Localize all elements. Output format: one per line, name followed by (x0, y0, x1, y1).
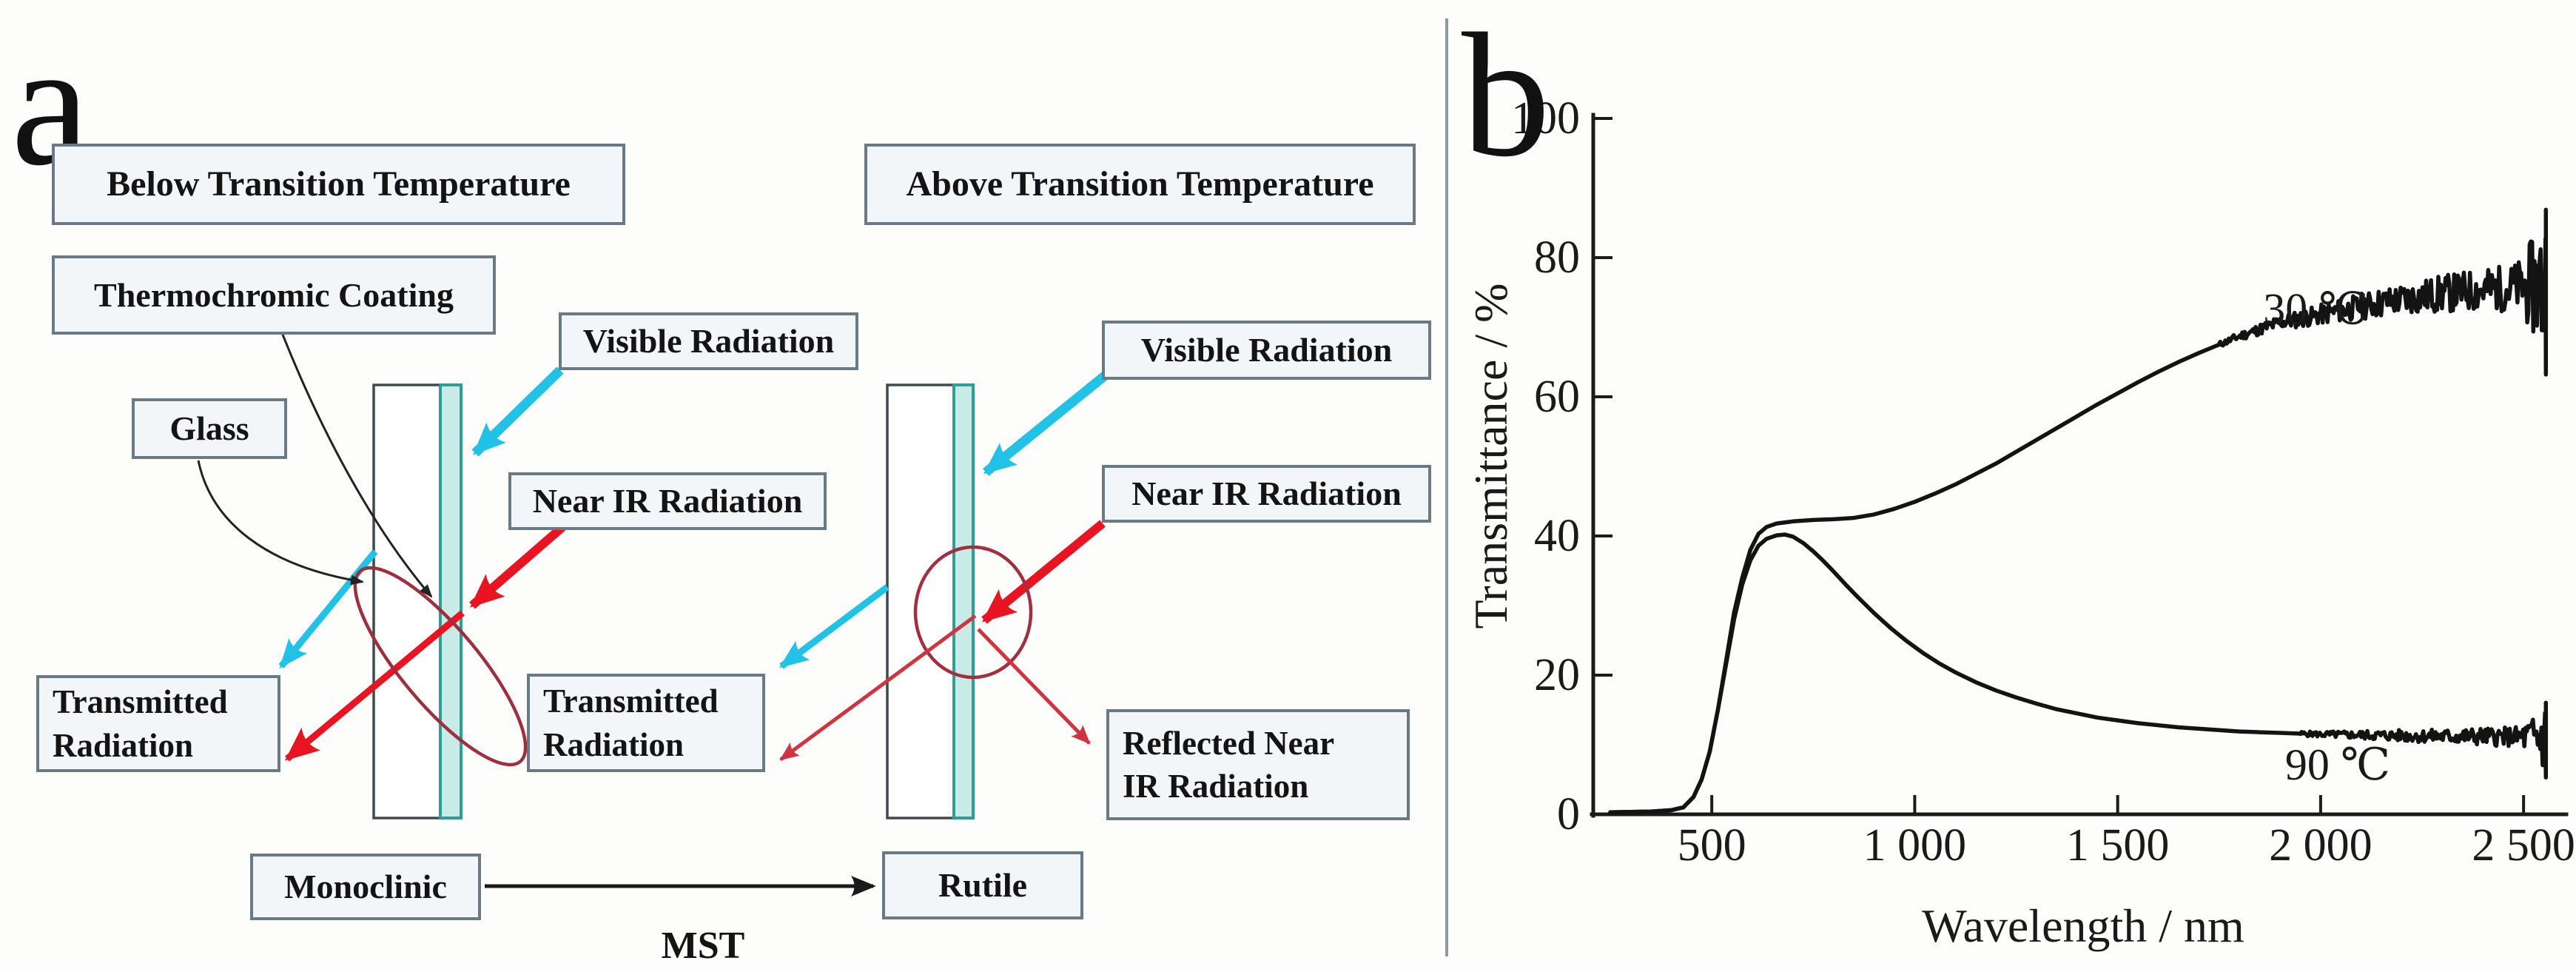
rutile-box: Rutile (882, 851, 1083, 919)
coating-pointer-curve-icon (281, 334, 433, 598)
glass-box: Glass (132, 398, 287, 459)
curve-label-90c: 90 ℃ (2285, 740, 2390, 789)
x-tick-label: 2 000 (2269, 820, 2372, 871)
curve-label-30c: 30 ℃ (2263, 284, 2368, 333)
near-ir-arrow-left-icon (469, 523, 565, 609)
reflected-ir-arrow-right-icon (977, 628, 1091, 745)
transmitted-radiation-box-left: Transmitted Radiation (36, 675, 280, 772)
above-transition-temperature-box: Above Transition Temperature (864, 144, 1416, 225)
y-tick-label: 100 (1511, 93, 1580, 144)
reflected-near-ir-radiation-box: Reflected Near IR Radiation (1106, 709, 1410, 820)
thermochromic-coating-box: Thermochromic Coating (52, 255, 496, 335)
near-ir-arrow-right-icon (981, 520, 1106, 624)
transmittance-curve-30c (1608, 207, 2549, 814)
y-tick-label: 40 (1534, 511, 1580, 561)
visible-radiation-arrow-left-icon (471, 366, 564, 457)
y-tick-label: 60 (1534, 372, 1580, 422)
y-tick-label: 0 (1557, 789, 1580, 839)
transmittance-chart: 0 20 40 60 80 100 500 1 000 1 500 2 000 2 500 Trans… (1464, 93, 2575, 952)
near-ir-radiation-box-right: Near IR Radiation (1102, 465, 1431, 523)
x-tick-label: 2 500 (2472, 820, 2575, 871)
near-ir-radiation-box-left: Near IR Radiation (508, 472, 827, 530)
x-tick-label: 1 500 (2066, 820, 2170, 871)
monoclinic-box: Monoclinic (250, 854, 481, 920)
x-tick-label: 1 000 (1863, 820, 1967, 871)
x-axis-title: Wavelength / nm (1922, 899, 2244, 952)
visible-radiation-box-right: Visible Radiation (1102, 321, 1431, 380)
transmitted-ir-arrow-left-icon (284, 610, 465, 762)
y-axis-title: Transmittance / % (1464, 284, 1517, 629)
transmitted-visible-arrow-right-icon (778, 584, 890, 669)
interaction-circle-right-icon (913, 545, 1033, 680)
x-tick-label: 500 (1678, 820, 1746, 871)
interaction-ellipse-left-icon (353, 566, 528, 767)
y-tick-label: 80 (1534, 232, 1580, 283)
transmittance-curve-90c (1608, 532, 2549, 814)
mst-label: MST (661, 925, 745, 967)
thermochromic-coating-strip-right (952, 383, 975, 820)
thermochromic-coating-strip-left (439, 383, 463, 820)
transmitted-radiation-box-right: Transmitted Radiation (527, 674, 765, 772)
visible-radiation-box-left: Visible Radiation (559, 312, 858, 370)
y-tick-label: 20 (1534, 650, 1580, 700)
below-transition-temperature-box: Below Transition Temperature (52, 144, 625, 225)
glass-pane-right (886, 383, 955, 820)
panel-b-label: b (1462, 0, 1550, 193)
transmitted-ir-arrow-right-icon (779, 614, 977, 762)
visible-radiation-arrow-right-icon (982, 360, 1123, 477)
glass-pointer-curve-icon (197, 460, 364, 586)
